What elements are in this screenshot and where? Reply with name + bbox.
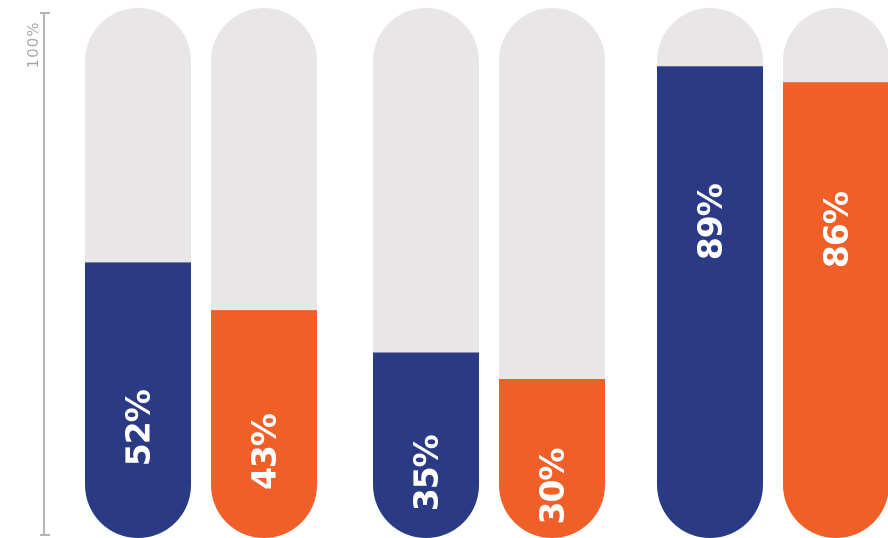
bar-fill [783,82,888,538]
bar-value-label: 89% [691,183,730,260]
bar-3-2 [783,8,888,538]
bar-fill [657,66,763,538]
bar-value-label: 35% [407,434,446,511]
bar-2-2 [499,8,605,538]
y-axis-label: 100% [24,22,42,69]
bar-group-1: 52% 43% [85,8,317,538]
bar-1-1 [85,8,191,538]
bar-fill [373,352,479,538]
bar-3-1 [657,8,763,538]
bar-fill [499,379,605,538]
y-axis: 100% [24,12,50,536]
bar-group-3: 89% 86% [657,8,888,538]
bar-2-1 [373,8,479,538]
bar-group-2: 35% 30% [373,8,605,538]
bars-layer: 52% 43% 35% 30% 89% 86% [85,8,888,538]
bar-fill [85,262,191,538]
bar-value-label: 86% [817,191,856,268]
bar-1-2 [211,8,317,538]
bar-fill [211,310,317,538]
bar-value-label: 30% [533,448,572,525]
bar-value-label: 43% [245,413,284,490]
bar-value-label: 52% [119,389,158,466]
